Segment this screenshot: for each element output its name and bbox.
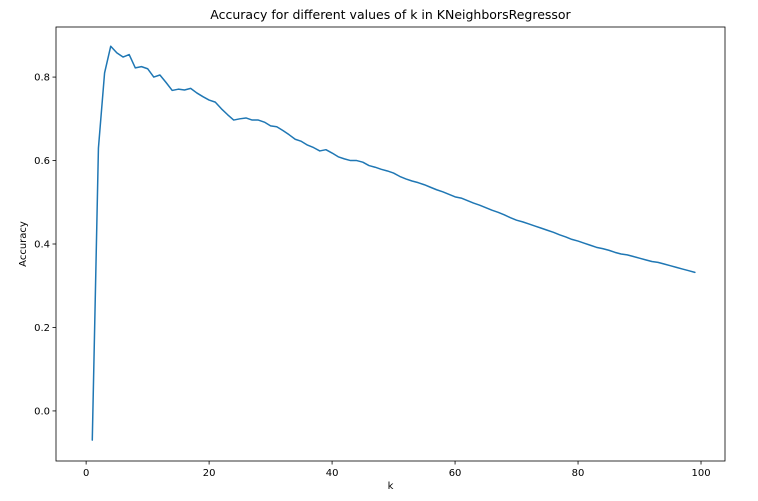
y-tick-label: 0.2 — [34, 323, 50, 334]
x-tick-label: 20 — [203, 468, 216, 479]
series-layer — [91, 45, 696, 441]
x-tick-label: 40 — [326, 468, 339, 479]
x-tick-label: 100 — [691, 468, 710, 479]
y-tick-label: 0.6 — [34, 156, 50, 167]
x-tick-label: 0 — [83, 468, 89, 479]
plot-frame — [55, 26, 726, 462]
series-line-0 — [91, 45, 696, 441]
x-tick-label: 60 — [449, 468, 462, 479]
y-axis-label: Accuracy — [18, 221, 29, 267]
x-axis-ticks: 0 20 40 60 80 100 — [83, 461, 711, 479]
y-axis-ticks: 0.0 0.2 0.4 0.6 0.8 — [34, 73, 56, 417]
chart-title: Accuracy for different values of k in KN… — [210, 7, 571, 22]
plot-area — [56, 27, 725, 461]
x-tick-label: 80 — [572, 468, 585, 479]
y-tick-label: 0.4 — [34, 240, 50, 251]
y-tick-label: 0.0 — [34, 406, 50, 417]
x-axis-label: k — [388, 481, 394, 492]
y-tick-label: 0.8 — [34, 73, 50, 84]
